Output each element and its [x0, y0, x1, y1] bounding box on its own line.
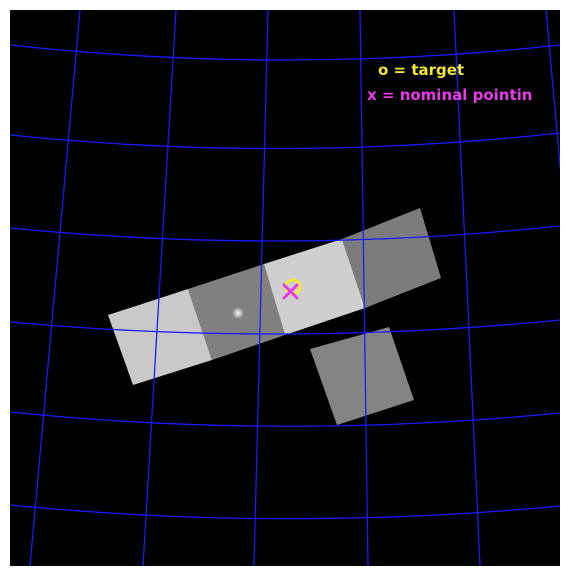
pointing-marker-icon: [282, 283, 299, 300]
grid-dec-line-3: [10, 225, 560, 242]
grid-dec-line-2: [10, 132, 560, 150]
detector-chip-1: [108, 289, 212, 385]
coordinate-grid: [10, 10, 560, 566]
sky-image-panel: o = target x = nominal pointin: [10, 10, 560, 566]
grid-ra-line-5: [453, 10, 481, 566]
grid-dec-line-1: [10, 44, 560, 61]
grid-dec-line-5: [10, 411, 560, 427]
bright-star: [231, 306, 245, 320]
legend-pointing-label: x = nominal pointin: [367, 86, 532, 104]
grid-ra-line-2: [142, 10, 177, 566]
grid-ra-line-4: [359, 10, 369, 566]
grid-ra-line-1: [29, 10, 81, 566]
legend-target-label: o = target: [378, 61, 464, 79]
grid-ra-line-3: [253, 10, 269, 566]
detector-chip-3: [264, 239, 365, 335]
sky-footprint-plot: o = target x = nominal pointin: [10, 10, 560, 566]
grid-dec-line-6: [10, 504, 560, 520]
detector-chip-4: [342, 208, 441, 308]
grid-dec-line-4: [10, 319, 560, 335]
legend: o = target x = nominal pointin: [367, 61, 532, 104]
markers: [282, 278, 302, 300]
grid-ra-line-6: [545, 10, 560, 172]
detector-chip-5: [310, 327, 414, 425]
